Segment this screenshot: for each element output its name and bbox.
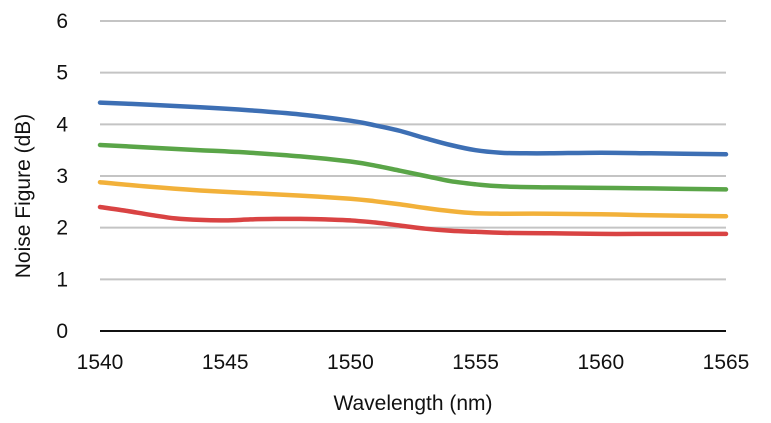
x-tick-label-1545: 1545 (202, 351, 249, 374)
y-tick-label-3: 3 (56, 165, 68, 188)
series-line-1 (97, 100, 729, 157)
series-line-3 (97, 179, 729, 219)
x-tick-labels: 1540 1545 1550 1555 1560 1565 (77, 351, 750, 374)
x-tick-label-1555: 1555 (452, 351, 499, 374)
x-tick-label-1540: 1540 (77, 351, 124, 374)
x-axis-title: Wavelength (nm) (333, 392, 492, 415)
series-lines (97, 100, 729, 237)
y-tick-label-6: 6 (56, 10, 68, 33)
x-tick-label-1550: 1550 (327, 351, 374, 374)
y-tick-label-4: 4 (56, 113, 68, 136)
y-tick-label-1: 1 (56, 268, 68, 291)
y-tick-labels: 0 1 2 3 4 5 6 (56, 10, 68, 343)
series-line-4 (97, 204, 729, 237)
x-tick-label-1565: 1565 (703, 351, 750, 374)
y-tick-label-2: 2 (56, 217, 68, 240)
x-tick-label-1560: 1560 (577, 351, 624, 374)
series-line-2 (97, 142, 729, 192)
y-tick-label-5: 5 (56, 62, 68, 85)
y-axis-title: Noise Figure (dB) (12, 114, 35, 279)
gridlines (100, 20, 726, 281)
y-tick-label-0: 0 (56, 320, 68, 343)
